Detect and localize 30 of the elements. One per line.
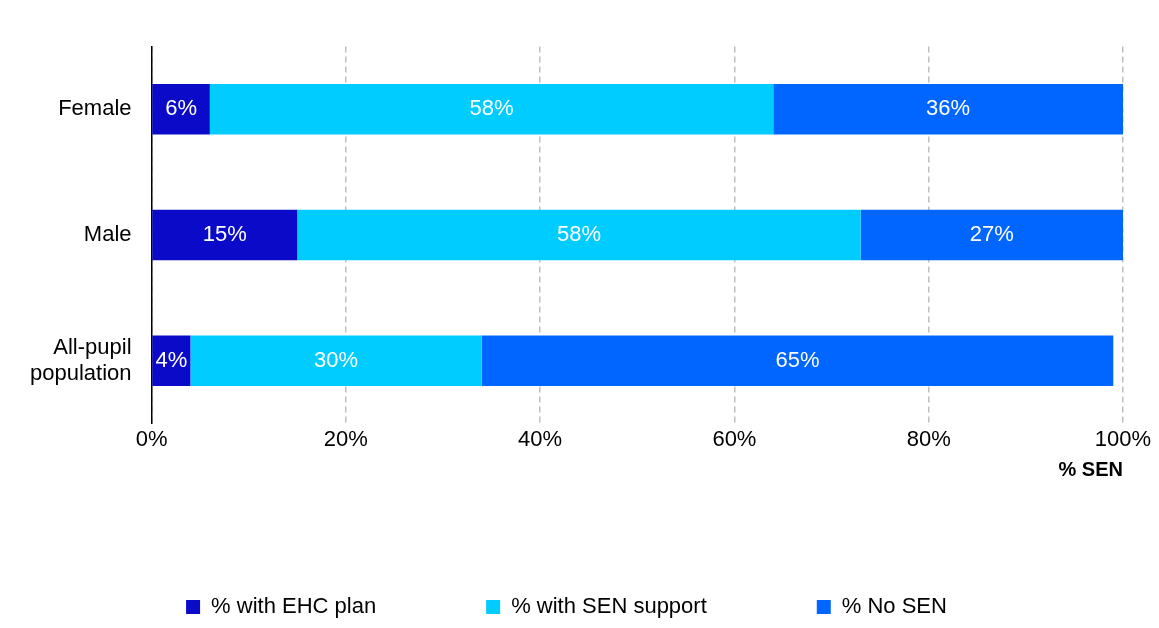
bar	[152, 84, 210, 135]
bar	[190, 335, 482, 386]
data-label: 4%	[155, 346, 188, 372]
data-label: 6%	[165, 95, 197, 121]
data-label: 58%	[469, 95, 514, 121]
x-tick-label: 80%	[906, 425, 951, 451]
x-tick-label: 40%	[518, 425, 563, 451]
bar	[297, 209, 861, 261]
data-label: 65%	[775, 346, 820, 372]
y-tick-label: Male	[83, 221, 132, 247]
data-label: 27%	[969, 221, 1014, 247]
x-axis-title: % SEN	[1058, 457, 1123, 480]
legend-label: % No SEN	[841, 593, 947, 619]
bar	[860, 209, 1123, 261]
y-tick-label: Female	[58, 95, 132, 121]
data-label: 15%	[202, 221, 247, 247]
legend-label: % with EHC plan	[211, 593, 377, 619]
legend-label: % with SEN support	[511, 593, 707, 619]
bar	[773, 84, 1123, 135]
bar	[209, 84, 774, 135]
x-tick-label: 60%	[712, 425, 757, 451]
x-tick-label: 20%	[323, 425, 368, 451]
x-tick-label: 100%	[1094, 425, 1152, 451]
bar	[481, 335, 1114, 386]
bar	[152, 209, 298, 261]
x-tick-label: 0%	[135, 425, 168, 451]
data-label: 58%	[556, 221, 601, 247]
data-label: 30%	[314, 346, 359, 372]
y-tick-label: All-pupil population	[29, 333, 132, 385]
data-label: 36%	[926, 95, 971, 121]
